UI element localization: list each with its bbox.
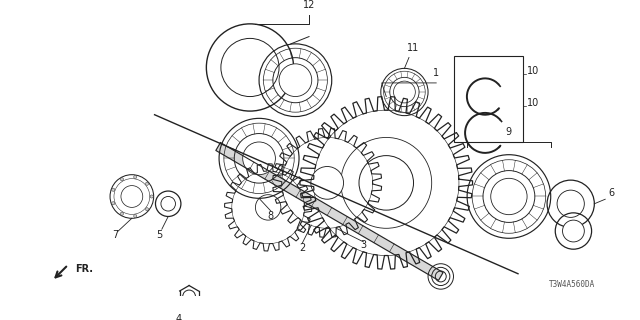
Circle shape [134, 214, 137, 218]
Text: T3W4A560DA: T3W4A560DA [549, 280, 595, 289]
Circle shape [311, 166, 344, 199]
Text: 2: 2 [299, 243, 305, 252]
Circle shape [120, 178, 124, 181]
Text: 1: 1 [433, 68, 439, 78]
Circle shape [394, 81, 415, 103]
Text: 8: 8 [268, 211, 274, 221]
Text: 7: 7 [113, 230, 118, 240]
Text: 12: 12 [303, 0, 316, 11]
Circle shape [279, 64, 312, 97]
Text: 5: 5 [156, 230, 162, 240]
Text: 4: 4 [175, 314, 181, 320]
Circle shape [145, 208, 148, 211]
Bar [454, 56, 522, 142]
Circle shape [359, 156, 413, 210]
Text: 10: 10 [527, 66, 540, 76]
Circle shape [563, 220, 584, 242]
Circle shape [221, 38, 279, 97]
Text: 10: 10 [527, 98, 540, 108]
Text: FR.: FR. [76, 264, 93, 274]
Text: 3: 3 [360, 240, 367, 250]
Polygon shape [216, 143, 443, 280]
Text: 11: 11 [408, 43, 420, 53]
Circle shape [145, 182, 148, 185]
Circle shape [121, 186, 143, 207]
Circle shape [134, 175, 137, 179]
Circle shape [557, 190, 584, 217]
Text: 6: 6 [609, 188, 614, 198]
Circle shape [243, 142, 275, 175]
Circle shape [120, 212, 124, 215]
Circle shape [491, 178, 527, 215]
Circle shape [150, 195, 153, 198]
Circle shape [111, 188, 115, 191]
Text: 9: 9 [506, 127, 512, 137]
Circle shape [255, 195, 281, 220]
Circle shape [111, 202, 115, 205]
Circle shape [161, 196, 175, 211]
